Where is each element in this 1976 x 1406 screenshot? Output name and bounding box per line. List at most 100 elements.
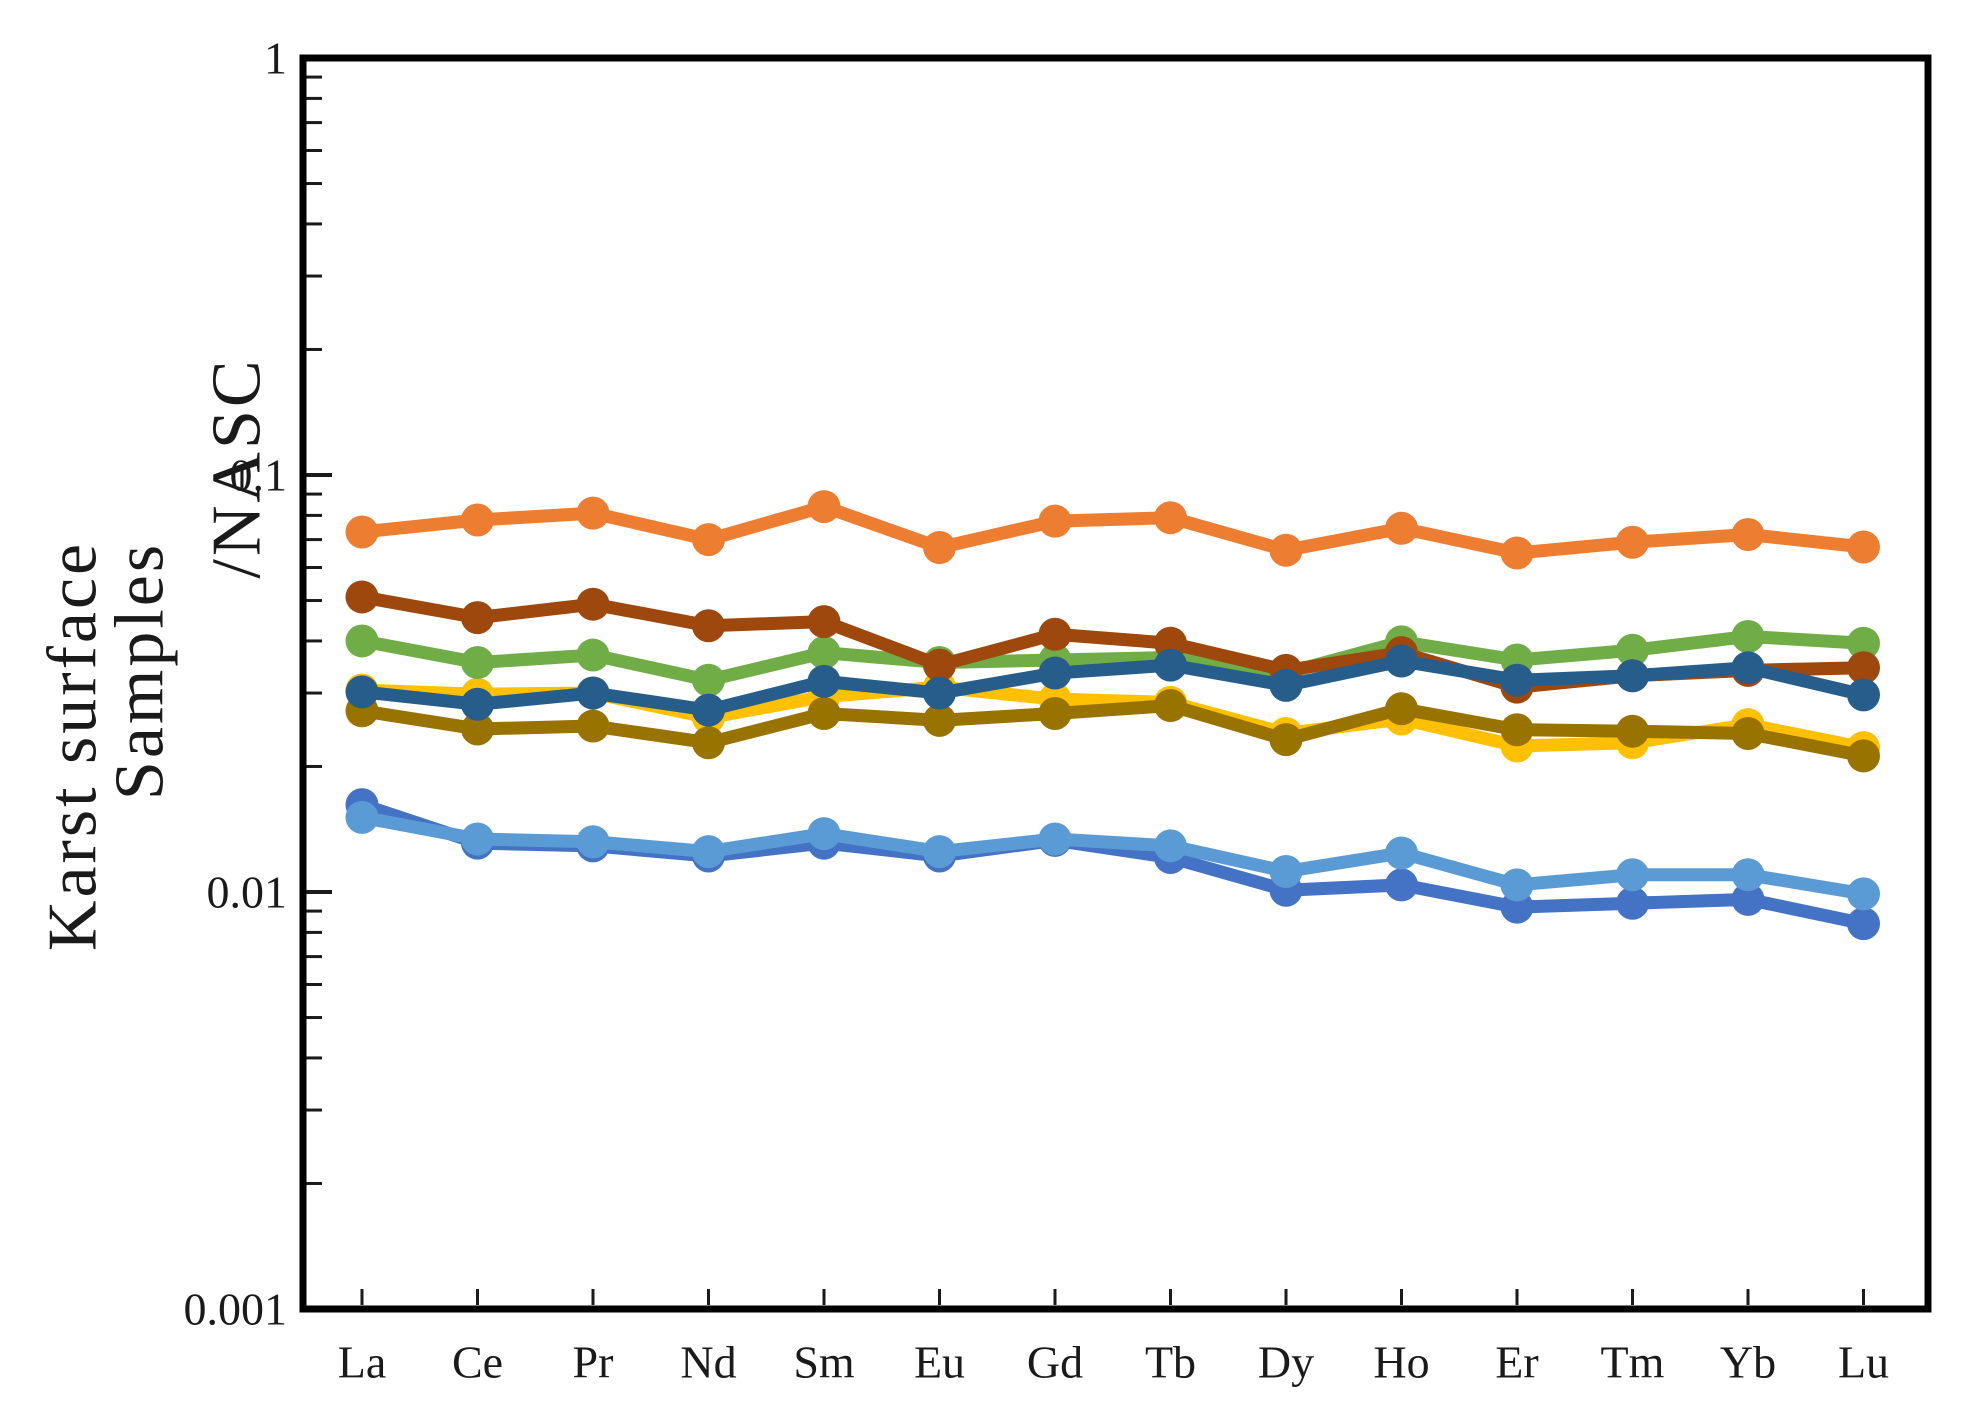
x-axis-tick-label: La <box>338 1337 387 1388</box>
series-green-line <box>355 629 1870 687</box>
series-orange-marker-Lu <box>1847 530 1880 564</box>
series-brown-marker-Nd <box>692 609 725 643</box>
y-axis-tick-label: 1 <box>264 33 287 84</box>
series-olive-marker-Yb <box>1731 716 1765 750</box>
series-brown-marker-Sm <box>807 605 841 639</box>
series-olive-marker-Nd <box>692 726 725 760</box>
y-axis-title-line1: Karst surface <box>35 541 112 951</box>
series-dark-blue-marker-Gd <box>1038 656 1072 690</box>
series-medium-blue-marker-Ho <box>1385 868 1418 902</box>
x-axis-tick-label: Tb <box>1145 1337 1196 1388</box>
series-light-blue-marker-Gd <box>1038 822 1072 856</box>
series-orange-marker-Tb <box>1154 501 1187 535</box>
series-brown-marker-Pr <box>576 587 610 621</box>
series-light-blue-marker-La <box>345 800 379 834</box>
series-dark-blue-line <box>355 654 1870 717</box>
series-light-blue-line <box>355 810 1870 901</box>
series-green-marker-Nd <box>692 663 725 697</box>
series-olive-marker-Ho <box>1385 692 1418 726</box>
series-dark-blue-marker-Sm <box>807 664 841 698</box>
x-axis-tick-label: Gd <box>1027 1337 1083 1388</box>
series-brown-marker-Ce <box>461 601 494 635</box>
series-green-marker-Yb <box>1731 619 1765 653</box>
series-orange-line <box>355 500 1870 560</box>
series-brown-marker-La <box>345 580 379 614</box>
series-brown-marker-Gd <box>1038 617 1072 651</box>
series-light-blue-marker-Nd <box>692 835 725 869</box>
series-light-blue-marker-Er <box>1500 868 1534 902</box>
series-dark-blue-marker-Eu <box>923 676 956 710</box>
series-dark-blue-marker-La <box>345 675 379 709</box>
series-light-blue-marker-Ce <box>461 822 494 856</box>
series-orange-marker-Ho <box>1385 511 1418 545</box>
series-orange-marker-Sm <box>807 490 841 524</box>
series-olive-marker-Ce <box>461 712 494 746</box>
series-olive-marker-Eu <box>923 703 956 737</box>
series-light-blue-marker-Dy <box>1269 854 1303 888</box>
series-medium-blue-marker-Yb <box>1731 882 1765 916</box>
series-olive-marker-Dy <box>1269 723 1303 757</box>
series-light-blue-marker-Yb <box>1731 858 1765 892</box>
series-dark-blue-marker-Lu <box>1847 678 1880 712</box>
series-light-blue-marker-Ho <box>1385 836 1418 870</box>
series-green-marker-Tm <box>1616 633 1649 667</box>
x-axis-tick-label: Nd <box>680 1337 736 1388</box>
plot-frame <box>299 54 1932 1313</box>
y-axis-title-line2: Samples <box>102 542 179 800</box>
y-axis-title-line3: /NASC <box>199 357 276 578</box>
series-light-blue-marker-Lu <box>1847 877 1880 911</box>
series-light-blue-marker-Eu <box>923 835 956 869</box>
series-light-blue-marker-Pr <box>576 825 610 859</box>
series-medium-blue-marker-Lu <box>1847 907 1880 941</box>
x-axis-tick-label: Dy <box>1258 1337 1314 1388</box>
series-orange-marker-Tm <box>1616 525 1649 559</box>
series-orange-marker-La <box>345 515 379 549</box>
series-orange-marker-Er <box>1500 536 1534 570</box>
series-orange-marker-Nd <box>692 523 725 557</box>
series-dark-blue-marker-Tb <box>1154 648 1187 682</box>
series-dark-blue-marker-Nd <box>692 693 725 727</box>
series-olive-marker-Sm <box>807 696 841 730</box>
series-olive-marker-Pr <box>576 709 610 743</box>
x-axis-tick-label: Yb <box>1720 1337 1776 1388</box>
x-axis-tick-label: Ce <box>452 1337 503 1388</box>
x-axis-tick-label: Tm <box>1601 1337 1665 1388</box>
series-brown-marker-Lu <box>1847 651 1880 685</box>
series-orange-marker-Gd <box>1038 504 1072 538</box>
series-olive-line <box>355 699 1870 763</box>
y-axis-tick-label: 0.001 <box>184 1284 288 1335</box>
series-dark-blue-marker-Er <box>1500 663 1534 697</box>
series-light-blue-marker-Sm <box>807 817 841 851</box>
series-green-marker-Pr <box>576 638 610 672</box>
y-axis-tick-label: 0.01 <box>207 867 288 918</box>
series-medium-blue-marker-Tm <box>1616 886 1649 920</box>
series-dark-blue-marker-Yb <box>1731 651 1765 685</box>
series-dark-blue-marker-Pr <box>576 676 610 710</box>
series-dark-blue-marker-Ce <box>461 687 494 721</box>
series-light-blue-marker-Tm <box>1616 858 1649 892</box>
series-green-marker-Ce <box>461 646 494 680</box>
series-light-blue-marker-Tb <box>1154 829 1187 863</box>
series-green-marker-Sm <box>807 636 841 670</box>
x-axis-tick-label: Pr <box>573 1337 614 1388</box>
x-axis-tick-label: Er <box>1495 1337 1538 1388</box>
series-orange-marker-Pr <box>576 496 610 530</box>
series-brown-marker-Eu <box>923 648 956 682</box>
series-orange-marker-Yb <box>1731 517 1765 551</box>
series-orange-marker-Eu <box>923 531 956 565</box>
series-olive-marker-Tb <box>1154 689 1187 723</box>
series-green-marker-Lu <box>1847 626 1880 660</box>
series-olive-marker-Gd <box>1038 696 1072 730</box>
y-axis-tick-label: 0.1 <box>230 450 288 501</box>
series-dark-blue-marker-Dy <box>1269 668 1303 702</box>
series-olive-marker-Er <box>1500 713 1534 747</box>
x-axis-tick-label: Eu <box>914 1337 965 1388</box>
series-orange-marker-Dy <box>1269 533 1303 567</box>
x-axis-tick-label: Sm <box>793 1337 855 1388</box>
series-dark-blue-marker-Tm <box>1616 659 1649 693</box>
x-axis-tick-label: Ho <box>1373 1337 1429 1388</box>
series-green-marker-La <box>345 624 379 658</box>
